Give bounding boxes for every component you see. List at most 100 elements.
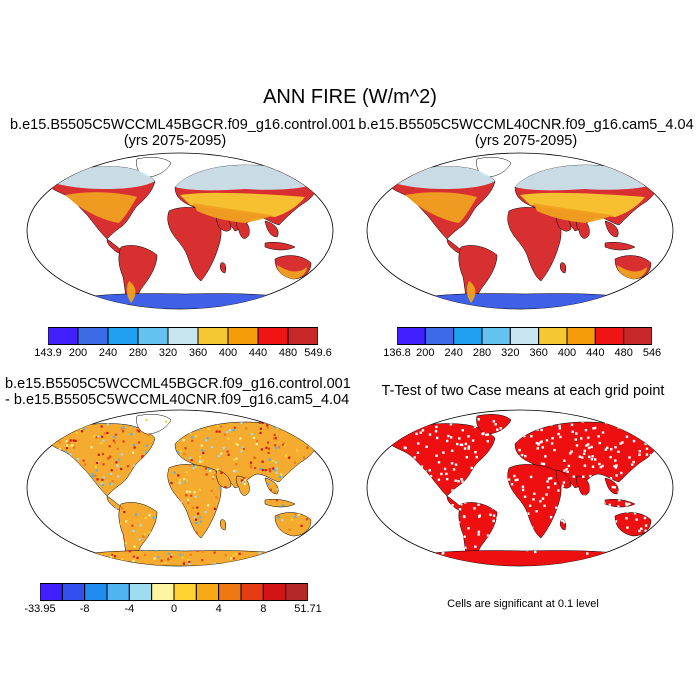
continent-india bbox=[575, 218, 590, 239]
map-panel-1 bbox=[26, 152, 334, 310]
continent-centralAmerica bbox=[446, 495, 464, 511]
colorbar-panel-3-swatch bbox=[151, 583, 175, 601]
colorbar-panel-1-tick-label: 549.6 bbox=[304, 347, 332, 359]
continent-northAmerica bbox=[46, 423, 156, 497]
colorbar-panel-1-tick-label: 143.9 bbox=[34, 347, 62, 359]
colorbar-panel-2-swatch bbox=[623, 327, 653, 345]
colorbar-panel-3-swatch bbox=[39, 583, 63, 601]
map-panel-3 bbox=[26, 409, 334, 567]
continent-greenland bbox=[476, 157, 512, 178]
panel-2-title-line2: (yrs 2075-2095) bbox=[474, 133, 578, 149]
colorbar-panel-3-swatches bbox=[39, 583, 309, 601]
colorbar-panel-1-tick-label: 480 bbox=[278, 347, 298, 359]
colorbar-panel-2-tick-label: 136.8 bbox=[383, 347, 411, 359]
colorbar-panel-2-tick-label: 280 bbox=[472, 347, 492, 359]
continent-seAsia bbox=[264, 220, 279, 238]
continent-india bbox=[235, 218, 250, 239]
panel-4-title: T-Test of two Case means at each grid po… bbox=[366, 383, 680, 399]
colorbar-panel-2-swatch bbox=[396, 327, 426, 345]
colorbar-panel-1-tick-label: 280 bbox=[128, 347, 148, 359]
colorbar-panel-2-tick-label: 440 bbox=[586, 347, 605, 359]
colorbar-panel-3-swatch bbox=[106, 583, 130, 601]
colorbar-panel-3-swatch bbox=[240, 583, 264, 601]
continent-antarctica bbox=[400, 293, 646, 309]
colorbar-panel-3-tick-label: 4 bbox=[215, 603, 222, 615]
colorbar-panel-2-tick-label: 400 bbox=[557, 347, 577, 359]
panel-3-title: b.e15.B5505C5WCCML45BGCR.f09_g16.control… bbox=[5, 376, 351, 408]
colorbar-panel-1-swatch bbox=[107, 327, 139, 345]
colorbar-panel-1: 143.9 200 240 280 320 360 400 440 480 549.6 bbox=[34, 327, 332, 361]
colorbar-panel-2-swatch bbox=[453, 327, 483, 345]
panel-2-title-line1: b.e15.B5505C5WCCML40CNR.f09_g16.cam5_4.0… bbox=[358, 117, 694, 133]
continent-seAsia bbox=[264, 477, 279, 495]
colorbar-panel-3-tick-label: 51.71 bbox=[294, 603, 322, 615]
panel-2-title: b.e15.B5505C5WCCML40CNR.f09_g16.cam5_4.0… bbox=[356, 117, 696, 149]
colorbar-panel-3-swatch bbox=[173, 583, 197, 601]
panel-4-title-line1: T-Test of two Case means at each grid po… bbox=[381, 383, 665, 399]
figure-title: ANN FIRE (W/m^2) bbox=[263, 86, 437, 108]
colorbar-panel-1-tick-label: 400 bbox=[218, 347, 238, 359]
colorbar-panel-2-swatch bbox=[538, 327, 568, 345]
colorbar-panel-3-swatch bbox=[285, 583, 309, 601]
colorbar-panel-2-swatch bbox=[509, 327, 540, 345]
continent-centralAmerica bbox=[106, 238, 124, 254]
continent-africa bbox=[507, 464, 562, 539]
colorbar-panel-1-swatches bbox=[47, 327, 319, 345]
colorbar-panel-1-swatch bbox=[137, 327, 169, 345]
colorbar-panel-2-swatch bbox=[594, 327, 625, 345]
colorbar-panel-3-labels: -33.95 -8 -4 0 4 8 51.71 bbox=[24, 603, 321, 617]
colorbar-panel-1-swatch bbox=[227, 327, 259, 345]
continent-indonesia bbox=[264, 241, 296, 251]
colorbar-panel-2-tick-label: 480 bbox=[614, 347, 633, 359]
colorbar-panel-2-swatch bbox=[424, 327, 455, 345]
colorbar-panel-3-swatch bbox=[61, 583, 86, 601]
colorbar-panel-2-swatch bbox=[481, 327, 511, 345]
continent-northAmerica bbox=[386, 423, 496, 497]
map-panel-2 bbox=[366, 152, 674, 310]
colorbar-panel-1-tick-label: 360 bbox=[188, 347, 208, 359]
colorbar-panel-2-tick-label: 320 bbox=[501, 347, 520, 359]
colorbar-panel-1-swatch bbox=[257, 327, 289, 345]
colorbar-panel-1-tick-label: 240 bbox=[98, 347, 118, 359]
colorbar-panel-2-tick-label: 546 bbox=[642, 347, 662, 359]
panel-3-title-line1: b.e15.B5505C5WCCML45BGCR.f09_g16.control… bbox=[5, 376, 351, 392]
colorbar-panel-1-swatch bbox=[197, 327, 229, 345]
colorbar-panel-2: 136.8 200 240 280 320 360 400 440 480 546 bbox=[383, 327, 661, 361]
colorbar-panel-3: -33.95 -8 -4 0 4 8 51.71 bbox=[24, 583, 322, 617]
continent-arabia bbox=[555, 469, 572, 489]
colorbar-panel-1-tick-label: 440 bbox=[248, 347, 268, 359]
colorbar-panel-3-swatch bbox=[128, 583, 153, 601]
colorbar-panel-1-swatch bbox=[287, 327, 319, 345]
continent-seAsia bbox=[604, 220, 619, 238]
colorbar-panel-2-labels: 136.8 200 240 280 320 360 400 440 480 546 bbox=[383, 347, 661, 361]
continent-greenland bbox=[136, 157, 172, 178]
significance-note: Cells are significant at 0.1 level bbox=[447, 598, 599, 610]
map-panel-4 bbox=[366, 409, 674, 567]
colorbar-panel-1-tick-label: 200 bbox=[68, 347, 88, 359]
colorbar-panel-3-swatch bbox=[262, 583, 287, 601]
colorbar-panel-2-tick-label: 360 bbox=[529, 347, 548, 359]
colorbar-panel-1-swatch bbox=[77, 327, 109, 345]
continent-indonesia bbox=[604, 241, 636, 251]
continent-greenland bbox=[476, 414, 512, 435]
continent-centralAmerica bbox=[446, 238, 464, 254]
continent-seAsia bbox=[604, 477, 619, 495]
colorbar-panel-3-tick-label: -8 bbox=[79, 603, 90, 615]
continent-madagascar bbox=[559, 262, 567, 274]
continent-antarctica bbox=[60, 293, 306, 309]
continent-madagascar bbox=[219, 262, 227, 274]
colorbar-panel-1-tick-label: 320 bbox=[158, 347, 178, 359]
colorbar-panel-3-swatch bbox=[84, 583, 108, 601]
colorbar-panel-2-swatches bbox=[396, 327, 653, 345]
colorbar-panel-2-tick-label: 200 bbox=[416, 347, 435, 359]
colorbar-panel-3-tick-label: 8 bbox=[260, 603, 267, 615]
panel-3-title-line2: - b.e15.B5505C5WCCML40CNR.f09_g16.cam5_4… bbox=[5, 392, 350, 408]
panel-1-title: b.e15.B5505C5WCCML45BGCR.f09_g16.control… bbox=[10, 117, 356, 149]
colorbar-panel-1-swatch bbox=[47, 327, 79, 345]
colorbar-panel-3-tick-label: -33.95 bbox=[24, 603, 56, 615]
colorbar-panel-1-labels: 143.9 200 240 280 320 360 400 440 480 549.6 bbox=[34, 347, 332, 361]
continent-madagascar bbox=[219, 519, 227, 531]
panel-1-title-line2: (yrs 2075-2095) bbox=[123, 133, 227, 149]
colorbar-panel-2-swatch bbox=[566, 327, 596, 345]
colorbar-panel-3-swatch bbox=[218, 583, 242, 601]
